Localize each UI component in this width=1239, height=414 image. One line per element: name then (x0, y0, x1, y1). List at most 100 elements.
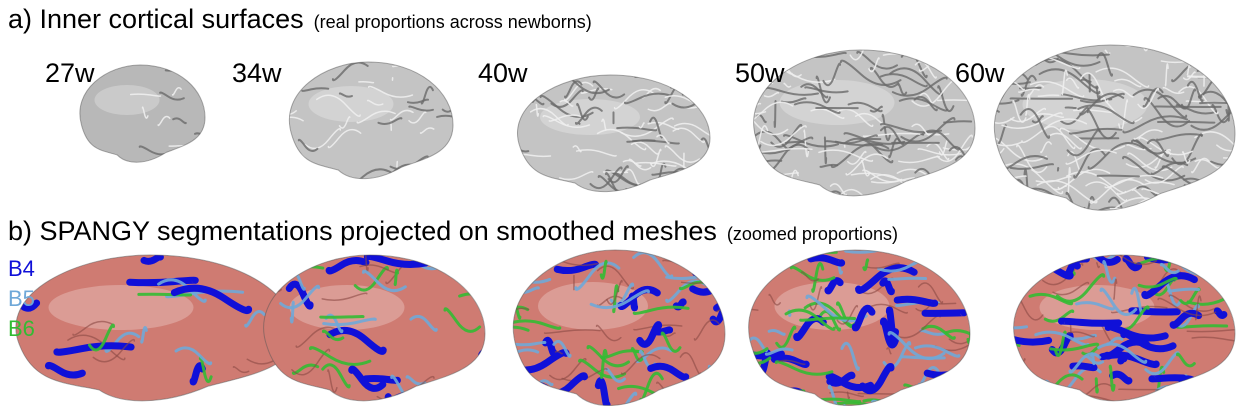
fold (697, 171, 710, 182)
fold (673, 122, 710, 137)
fold (1096, 52, 1114, 77)
fold (1068, 352, 1102, 374)
fold (881, 113, 891, 142)
fold (1116, 181, 1175, 195)
fold (537, 76, 542, 84)
fold (1138, 198, 1184, 211)
outline (263, 254, 486, 402)
fold (818, 149, 874, 162)
fold (1169, 309, 1203, 329)
fold (784, 308, 836, 331)
fold (1186, 80, 1204, 103)
fold (765, 86, 819, 96)
legend: B4 B5 B6 (8, 256, 35, 341)
fold (308, 346, 372, 366)
fold (1019, 255, 1035, 276)
fold (628, 292, 639, 312)
fold (513, 307, 530, 316)
fold (672, 127, 706, 144)
fold (866, 262, 900, 269)
fold (1183, 191, 1209, 199)
fold (263, 261, 288, 270)
fold (672, 171, 691, 181)
fold (903, 191, 952, 196)
fold (126, 276, 199, 287)
fold (1154, 105, 1222, 109)
fold (513, 319, 562, 330)
fold (232, 366, 250, 374)
fold (851, 304, 876, 332)
fold (819, 163, 839, 168)
fold (921, 324, 956, 340)
fold (896, 250, 956, 256)
fold (1067, 167, 1071, 194)
fold (159, 91, 185, 101)
fold (748, 250, 750, 275)
fold (994, 204, 1022, 211)
age-label: 50w (735, 58, 785, 88)
outline (512, 249, 726, 406)
highlight (48, 285, 194, 330)
fold (1061, 69, 1068, 96)
fold (748, 250, 767, 261)
fold (634, 161, 677, 167)
highlight (1022, 79, 1148, 130)
fold (1094, 197, 1159, 211)
fold (862, 258, 870, 272)
fold (803, 129, 810, 158)
fold (574, 261, 621, 291)
fold (630, 141, 659, 155)
fold (844, 250, 900, 254)
fold (753, 53, 793, 57)
fold (753, 102, 767, 115)
fold (561, 367, 608, 382)
fold (966, 324, 970, 345)
fold (575, 149, 617, 157)
fold (461, 265, 485, 277)
fold (1169, 187, 1234, 196)
fold (1216, 121, 1235, 152)
fold (773, 184, 797, 196)
fold (554, 350, 563, 355)
fold (1108, 364, 1116, 392)
fold (445, 63, 453, 70)
fold (137, 292, 193, 297)
fold (522, 407, 544, 409)
title-note: (real proportions across newborns) (314, 12, 592, 32)
fold (421, 169, 453, 179)
brain-surface (1013, 255, 1235, 401)
fold (843, 137, 894, 164)
fold (92, 338, 136, 363)
fold (356, 110, 396, 124)
fold (845, 197, 851, 200)
fold (1048, 393, 1075, 401)
fold (1186, 182, 1231, 211)
fold (836, 304, 859, 325)
fold (1194, 158, 1220, 169)
fold (767, 329, 786, 336)
fold (807, 254, 846, 267)
fold (1188, 255, 1235, 262)
fold (955, 389, 970, 404)
fold (1176, 394, 1235, 401)
fold (535, 103, 540, 117)
fold (705, 165, 752, 179)
fold (1089, 178, 1145, 204)
fold (1079, 92, 1125, 104)
fold (550, 89, 584, 108)
fold (327, 369, 338, 393)
fold (793, 101, 841, 114)
fold (822, 62, 842, 87)
fold (1096, 174, 1140, 178)
fold (1013, 320, 1029, 330)
fold (1102, 259, 1117, 284)
fold (961, 158, 970, 167)
fold (529, 107, 569, 127)
fold (705, 385, 725, 406)
fold (897, 83, 908, 96)
fold (620, 117, 674, 137)
fold (948, 319, 970, 345)
fold (595, 324, 622, 342)
fold (1087, 141, 1145, 170)
fold (72, 320, 113, 336)
